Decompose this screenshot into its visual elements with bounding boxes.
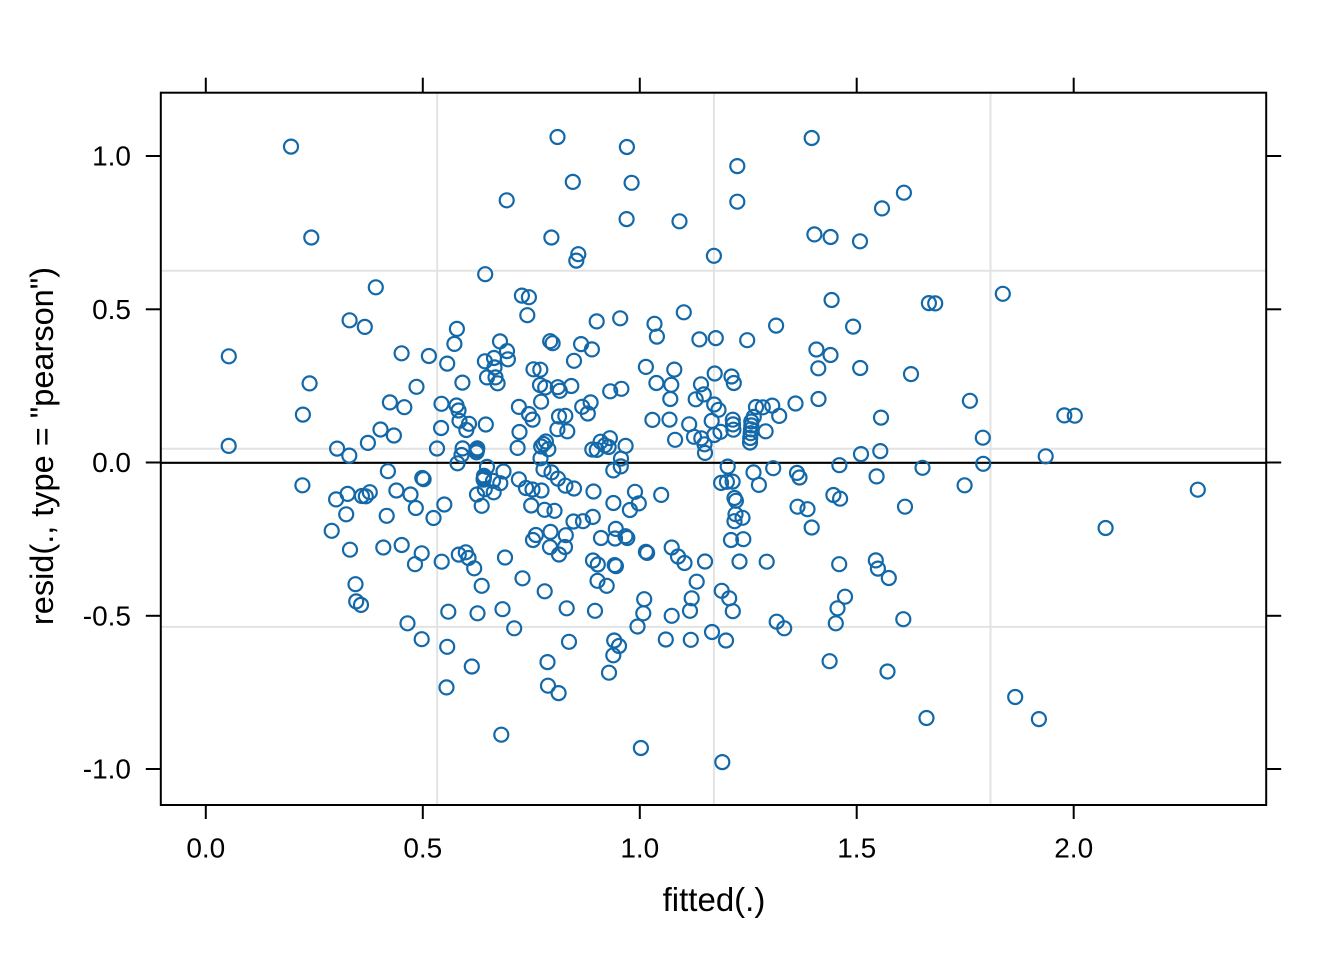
svg-text:-1.0: -1.0	[83, 754, 131, 785]
svg-text:0.0: 0.0	[186, 833, 225, 864]
svg-text:2.0: 2.0	[1054, 833, 1093, 864]
svg-text:1.5: 1.5	[837, 833, 876, 864]
svg-text:1.0: 1.0	[620, 833, 659, 864]
svg-text:resid(., type = "pearson"): resid(., type = "pearson")	[24, 267, 60, 625]
svg-text:0.5: 0.5	[403, 833, 442, 864]
svg-text:1.0: 1.0	[92, 141, 131, 172]
svg-text:fitted(.): fitted(.)	[663, 881, 766, 918]
svg-text:-0.5: -0.5	[83, 600, 131, 631]
svg-text:0.0: 0.0	[92, 447, 131, 478]
svg-text:0.5: 0.5	[92, 294, 131, 325]
